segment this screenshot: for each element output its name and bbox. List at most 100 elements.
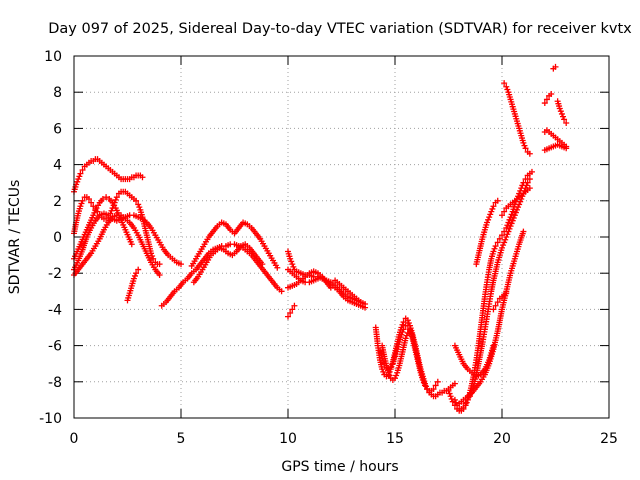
- data-point: [516, 201, 523, 208]
- data-point: [402, 335, 409, 342]
- data-point: [156, 261, 163, 268]
- data-point: [420, 379, 427, 386]
- data-point: [288, 258, 295, 265]
- data-point: [517, 198, 524, 205]
- data-point: [79, 197, 86, 204]
- data-point: [278, 288, 285, 295]
- data-point: [274, 264, 281, 271]
- data-point: [506, 216, 513, 223]
- data-point: [521, 142, 528, 149]
- data-point: [99, 195, 106, 202]
- data-point: [507, 214, 514, 221]
- data-point: [399, 321, 406, 328]
- data-point: [499, 212, 505, 219]
- data-point: [400, 326, 407, 333]
- data-point: [136, 204, 143, 211]
- data-point: [133, 197, 140, 204]
- data-point: [506, 225, 513, 232]
- data-point: [128, 241, 135, 248]
- data-point: [362, 304, 369, 311]
- data-point: [504, 86, 511, 93]
- data-point: [489, 205, 496, 212]
- data-point: [430, 386, 437, 393]
- data-point: [500, 242, 507, 249]
- data-point: [557, 108, 564, 115]
- x-tick-label: 5: [177, 431, 186, 447]
- y-tick-label: 8: [53, 85, 62, 101]
- data-point: [507, 223, 514, 230]
- data-point: [510, 214, 517, 221]
- data-point: [511, 212, 518, 219]
- data-point: [505, 228, 512, 235]
- data-point: [528, 168, 535, 175]
- data-point: [563, 145, 570, 152]
- data-point: [259, 261, 266, 268]
- data-point: [287, 255, 294, 262]
- data-point: [484, 219, 491, 226]
- y-tick-label: 10: [44, 49, 62, 65]
- data-point: [499, 244, 505, 251]
- data-point: [519, 193, 526, 200]
- data-point: [287, 310, 294, 317]
- data-point: [463, 399, 470, 406]
- data-point: [494, 197, 501, 204]
- y-tick-label: 0: [53, 230, 62, 246]
- data-point: [494, 239, 501, 246]
- data-point: [494, 299, 501, 306]
- data-point: [515, 204, 522, 211]
- data-point: [79, 167, 86, 174]
- data-point: [77, 203, 84, 210]
- data-point: [130, 275, 137, 282]
- data-point: [380, 368, 387, 375]
- data-point: [421, 382, 428, 389]
- data-point: [501, 208, 508, 215]
- data-point: [131, 272, 138, 279]
- data-point: [448, 395, 455, 402]
- data-point: [135, 266, 142, 273]
- data-point: [501, 80, 508, 87]
- data-point: [521, 187, 528, 194]
- data-point: [400, 319, 407, 326]
- y-axis-label: SDTVAR / TECUs: [7, 180, 23, 295]
- data-point: [563, 119, 570, 126]
- data-point: [524, 179, 531, 186]
- data-point: [485, 216, 492, 223]
- data-point: [88, 199, 95, 206]
- y-tick-label: -8: [48, 375, 62, 391]
- data-point: [434, 378, 441, 385]
- data-point: [103, 194, 110, 201]
- data-point: [451, 380, 458, 387]
- data-point: [133, 270, 140, 277]
- data-point: [503, 224, 510, 231]
- data-point: [505, 219, 512, 226]
- data-point: [112, 196, 119, 203]
- data-point: [503, 290, 510, 297]
- data-point: [522, 145, 529, 152]
- data-point: [503, 234, 510, 240]
- data-point: [502, 236, 509, 243]
- data-point: [460, 404, 467, 411]
- data-point: [139, 174, 146, 181]
- data-point: [74, 178, 81, 185]
- data-point: [445, 387, 452, 394]
- data-point: [419, 376, 426, 383]
- data-point: [501, 239, 508, 246]
- data-point: [504, 222, 511, 229]
- data-point: [386, 372, 393, 379]
- data-point: [432, 382, 439, 389]
- y-tick-label: -6: [48, 339, 62, 355]
- data-point: [289, 306, 296, 313]
- data-point: [492, 302, 499, 309]
- data-point: [150, 255, 157, 262]
- data-point: [508, 211, 515, 218]
- data-point: [446, 390, 453, 397]
- plot-frame: [73, 55, 610, 419]
- data-point: [135, 201, 142, 208]
- x-tick-label: 0: [70, 431, 79, 447]
- data-point: [559, 113, 566, 120]
- x-axis-label: GPS time / hours: [281, 459, 398, 475]
- data-point: [379, 366, 386, 373]
- data-point: [523, 182, 530, 189]
- data-point: [78, 200, 85, 207]
